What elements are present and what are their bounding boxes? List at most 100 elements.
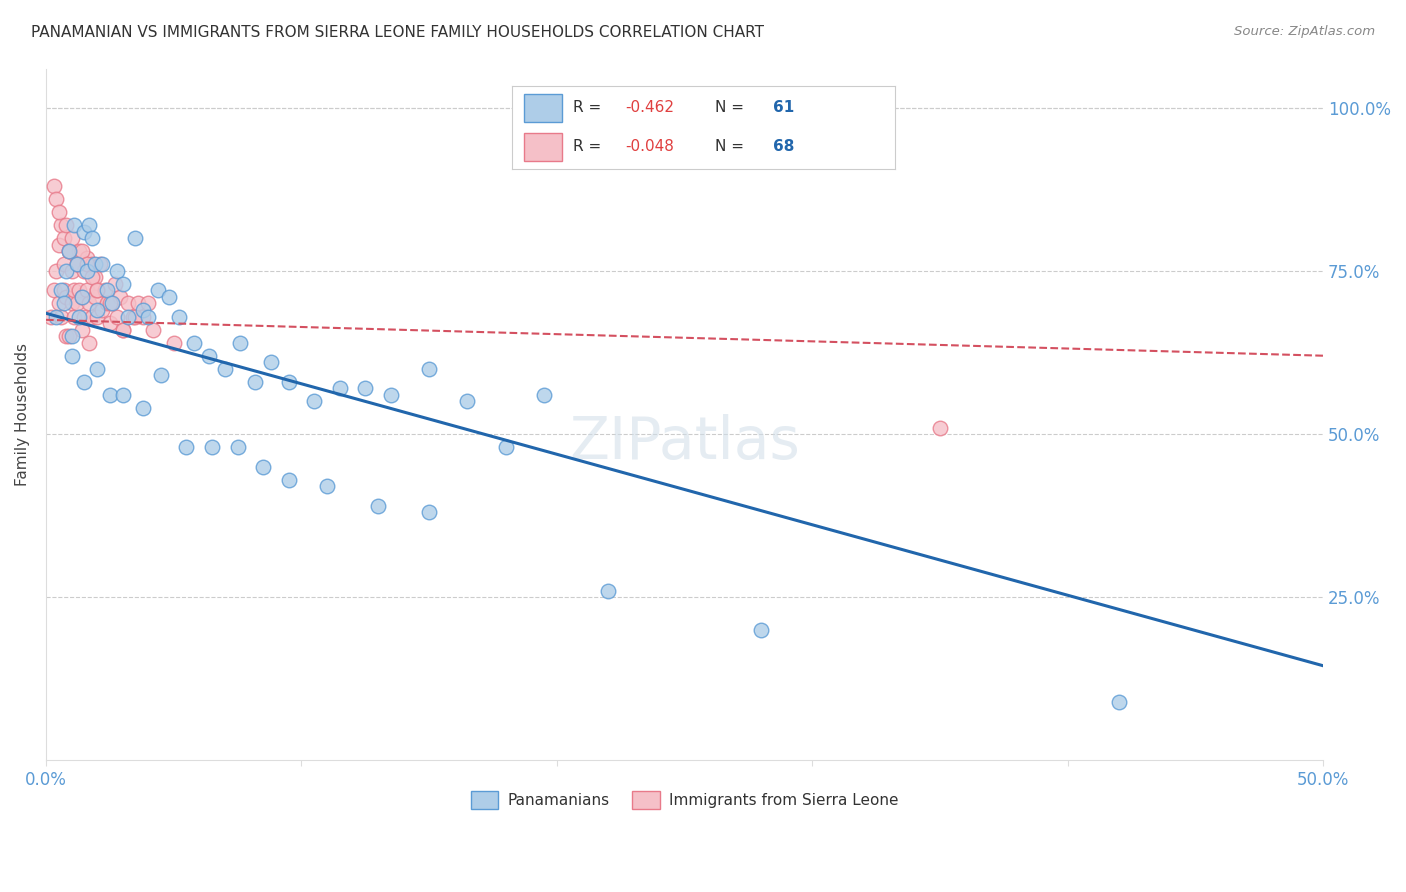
Point xyxy=(380,388,402,402)
Point xyxy=(1108,695,1130,709)
Point xyxy=(101,296,124,310)
Point xyxy=(93,284,115,298)
Point xyxy=(42,179,65,194)
Point xyxy=(229,335,252,350)
Point xyxy=(98,316,121,330)
Point xyxy=(67,284,90,298)
Point xyxy=(73,225,96,239)
Point xyxy=(76,264,98,278)
Point xyxy=(198,349,221,363)
Point xyxy=(456,394,478,409)
Point xyxy=(86,284,108,298)
Point xyxy=(55,264,77,278)
Point xyxy=(121,310,143,324)
Point xyxy=(132,401,155,415)
Point xyxy=(60,231,83,245)
Text: Source: ZipAtlas.com: Source: ZipAtlas.com xyxy=(1234,25,1375,38)
Point xyxy=(91,257,114,271)
Legend: Panamanians, Immigrants from Sierra Leone: Panamanians, Immigrants from Sierra Leon… xyxy=(464,785,904,815)
Point xyxy=(316,479,339,493)
Point xyxy=(214,361,236,376)
Point xyxy=(201,440,224,454)
Point xyxy=(63,218,86,232)
Point xyxy=(749,623,772,637)
Point xyxy=(302,394,325,409)
Point xyxy=(79,218,101,232)
Point xyxy=(58,244,80,259)
Point xyxy=(83,270,105,285)
Point xyxy=(111,388,134,402)
Point xyxy=(117,296,139,310)
Point xyxy=(132,310,155,324)
Point xyxy=(65,257,87,271)
Point xyxy=(86,284,108,298)
Point xyxy=(86,310,108,324)
Point xyxy=(80,310,103,324)
Point xyxy=(117,310,139,324)
Point xyxy=(136,296,159,310)
Point xyxy=(495,440,517,454)
Point xyxy=(86,303,108,318)
Point xyxy=(58,244,80,259)
Point xyxy=(60,264,83,278)
Point xyxy=(89,257,111,271)
Point xyxy=(65,296,87,310)
Point xyxy=(260,355,283,369)
Point xyxy=(73,310,96,324)
Point xyxy=(52,284,75,298)
Point xyxy=(96,284,118,298)
Point xyxy=(65,257,87,271)
Point xyxy=(73,264,96,278)
Point xyxy=(70,290,93,304)
Point xyxy=(98,296,121,310)
Point xyxy=(48,205,70,219)
Point xyxy=(124,231,146,245)
Point xyxy=(329,381,352,395)
Point xyxy=(79,335,101,350)
Point xyxy=(533,388,555,402)
Point xyxy=(367,499,389,513)
Point xyxy=(73,375,96,389)
Point xyxy=(52,296,75,310)
Point xyxy=(76,257,98,271)
Point xyxy=(354,381,377,395)
Point xyxy=(107,264,129,278)
Point xyxy=(51,218,73,232)
Point xyxy=(48,237,70,252)
Text: ZIPatlas: ZIPatlas xyxy=(569,414,800,471)
Point xyxy=(176,440,198,454)
Point xyxy=(91,303,114,318)
Point xyxy=(96,296,118,310)
Point xyxy=(149,368,172,383)
Point xyxy=(45,192,67,206)
Point xyxy=(83,290,105,304)
Point xyxy=(111,277,134,291)
Point xyxy=(55,329,77,343)
Point xyxy=(45,310,67,324)
Point xyxy=(79,296,101,310)
Point xyxy=(76,251,98,265)
Point xyxy=(67,244,90,259)
Point xyxy=(70,323,93,337)
Point xyxy=(929,420,952,434)
Point xyxy=(58,244,80,259)
Point xyxy=(111,323,134,337)
Point xyxy=(226,440,249,454)
Point xyxy=(80,231,103,245)
Point xyxy=(55,218,77,232)
Point xyxy=(63,284,86,298)
Point xyxy=(52,257,75,271)
Point xyxy=(65,257,87,271)
Point xyxy=(70,290,93,304)
Point xyxy=(83,257,105,271)
Point xyxy=(148,284,170,298)
Point xyxy=(127,296,149,310)
Point xyxy=(124,310,146,324)
Point xyxy=(167,310,190,324)
Point xyxy=(98,388,121,402)
Point xyxy=(132,303,155,318)
Point xyxy=(596,583,619,598)
Point xyxy=(42,284,65,298)
Point xyxy=(58,329,80,343)
Point xyxy=(108,290,131,304)
